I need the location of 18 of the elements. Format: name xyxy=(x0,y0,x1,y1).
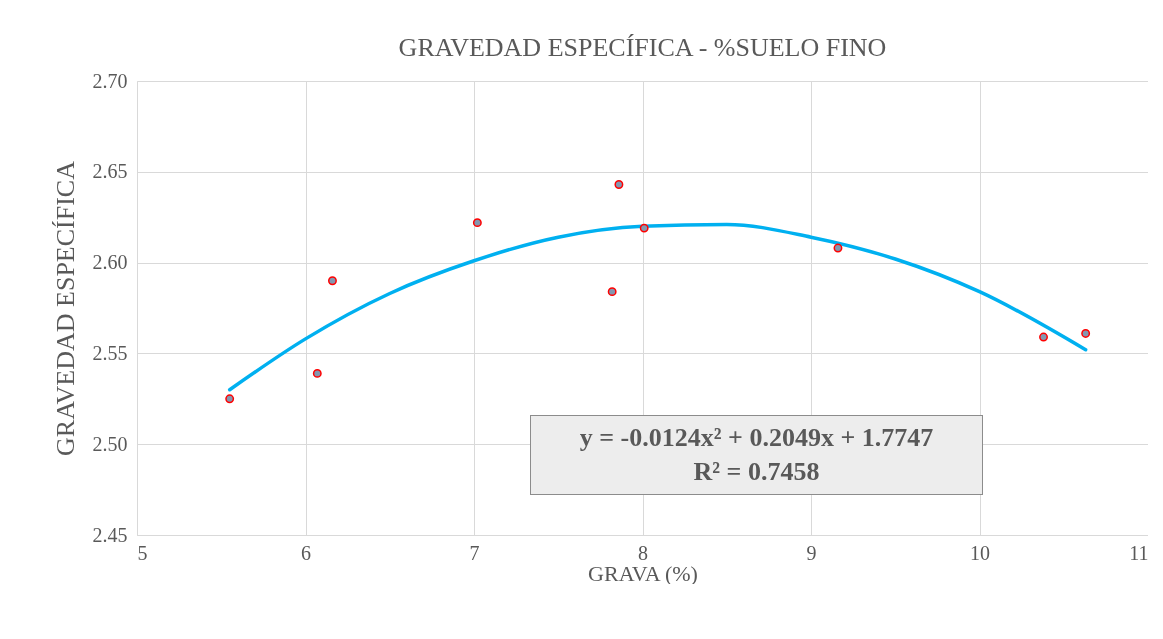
x-tick-label: 7 xyxy=(469,541,480,564)
chart-title: GRAVEDAD ESPECÍFICA - %SUELO FINO xyxy=(398,33,887,62)
y-tick-label: 2.70 xyxy=(92,69,128,92)
y-tick-label: 2.60 xyxy=(92,251,128,274)
equation-box: y = -0.0124x² + 0.2049x + 1.7747 R² = 0.7458 xyxy=(530,415,983,495)
x-tick-label: 6 xyxy=(301,541,311,564)
x-tick-label: 9 xyxy=(806,541,817,564)
y-axis-title: GRAVEDAD ESPECÍFICA xyxy=(50,160,80,456)
y-tick-label: 2.50 xyxy=(92,432,128,455)
y-tick-label: 2.45 xyxy=(92,523,128,546)
y-tick-label: 2.55 xyxy=(92,341,128,364)
x-tick-label: 8 xyxy=(638,541,648,564)
line-series xyxy=(227,222,1088,392)
y-tick-label: 2.65 xyxy=(92,160,128,183)
x-tick-label: 11 xyxy=(1129,541,1149,564)
x-tick-label: 10 xyxy=(970,541,990,564)
annotation: y = -0.0124x² + 0.2049x + 1.7747 R² = 0.7458 xyxy=(578,422,935,488)
x-tick-label: 5 xyxy=(137,541,148,564)
